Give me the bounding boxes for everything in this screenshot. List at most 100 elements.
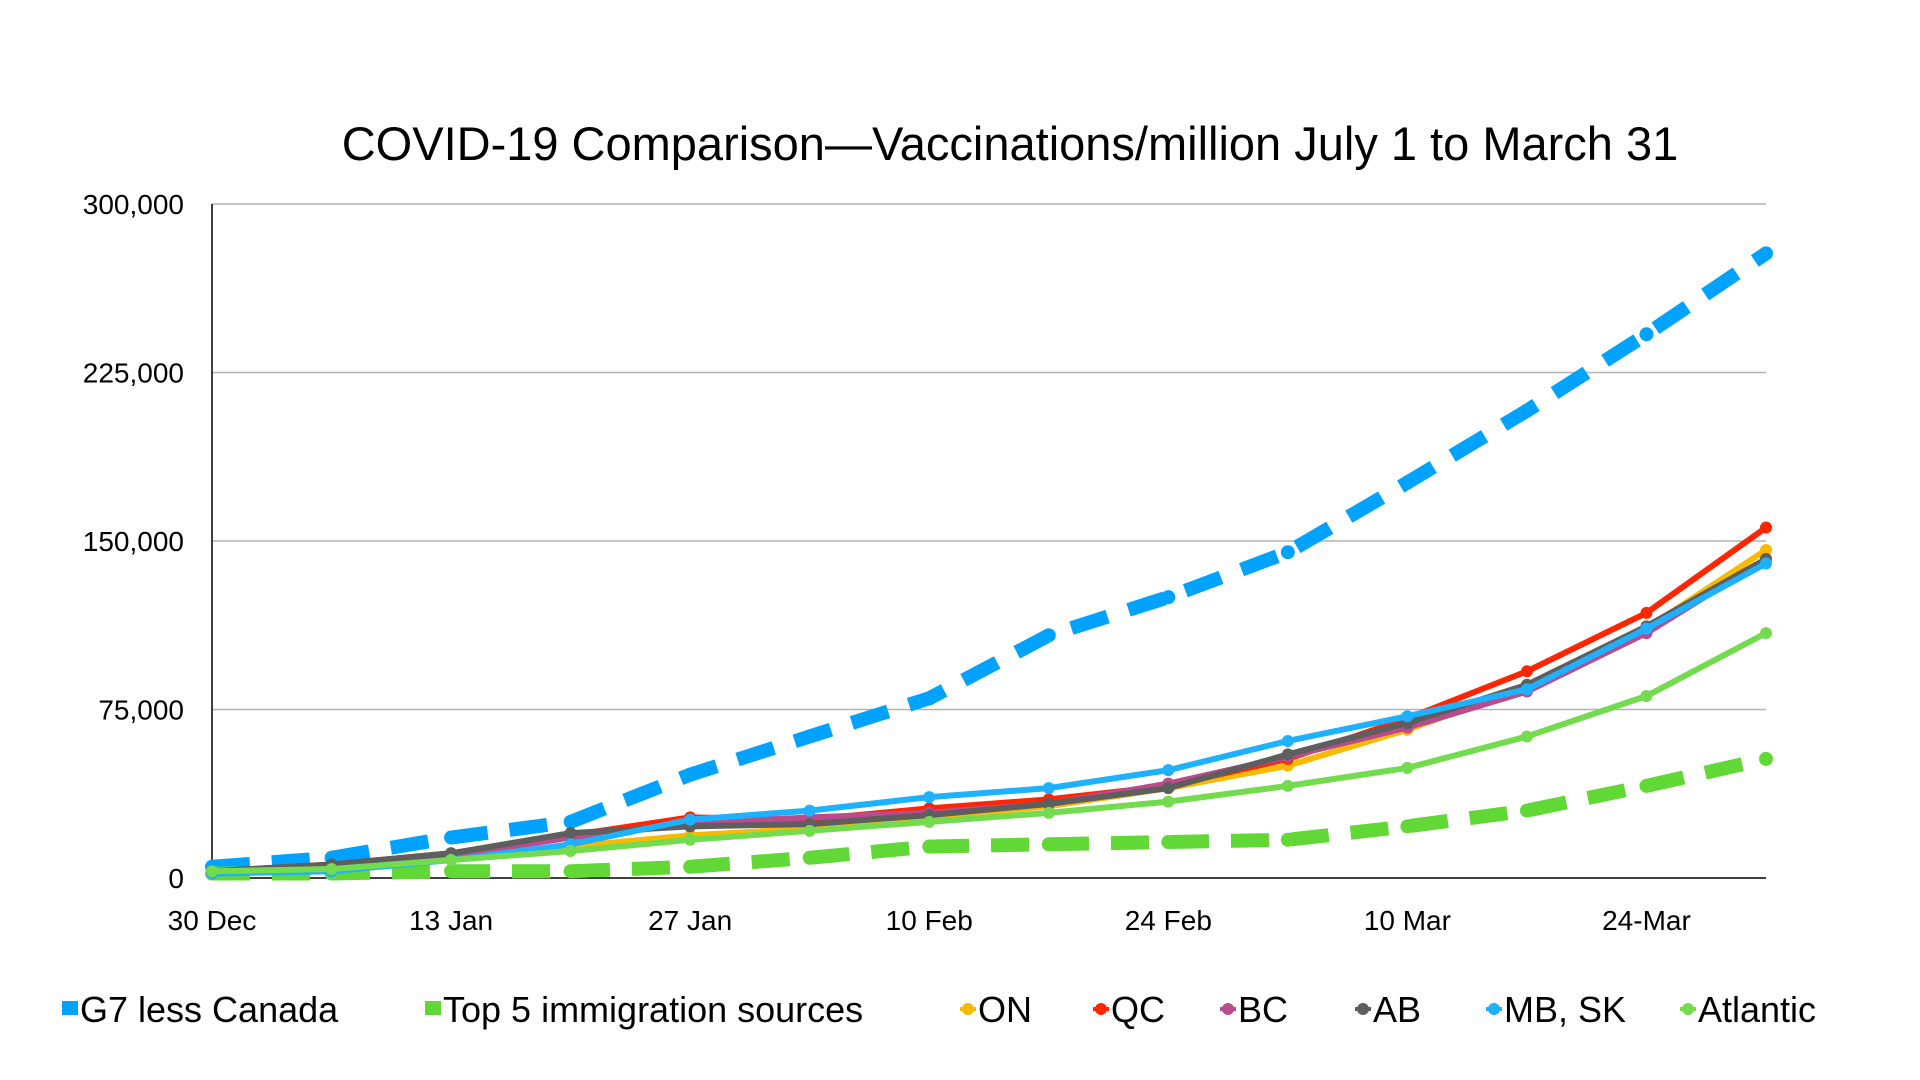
- data-point: [684, 833, 697, 846]
- gridlines: [212, 203, 1766, 711]
- data-point: [923, 815, 936, 828]
- legend-label: QC: [1111, 989, 1165, 1030]
- legend-item: Top 5 immigration sources: [425, 989, 863, 1030]
- x-tick-label: 13 Jan: [409, 905, 493, 936]
- data-point: [1041, 837, 1056, 852]
- data-point: [206, 865, 218, 878]
- data-point: [1041, 628, 1056, 643]
- data-point: [1520, 730, 1533, 743]
- data-point: [1280, 545, 1295, 560]
- legend-marker: [962, 1003, 974, 1015]
- data-point: [683, 859, 698, 874]
- series-line: [212, 752, 1768, 881]
- data-point: [1162, 795, 1175, 808]
- data-point: [1281, 748, 1294, 761]
- data-point: [1162, 782, 1175, 795]
- legend-label: ON: [978, 989, 1032, 1030]
- legend-marker: [1357, 1003, 1369, 1015]
- legend-item: QC: [1093, 989, 1165, 1030]
- chart-title: COVID-19 Comparison—Vaccinations/million…: [342, 117, 1679, 170]
- data-point: [1640, 690, 1653, 703]
- legend-label: Atlantic: [1698, 989, 1816, 1030]
- data-point: [1519, 403, 1534, 418]
- y-tick-label: 150,000: [83, 526, 184, 557]
- data-point: [563, 864, 578, 879]
- y-tick-label: 225,000: [83, 358, 184, 389]
- data-point: [1640, 622, 1653, 635]
- y-tick-label: 0: [168, 863, 184, 894]
- legend-label: G7 less Canada: [80, 989, 339, 1030]
- y-tick-label: 300,000: [83, 189, 184, 220]
- data-point: [1760, 521, 1772, 534]
- legend-item: ON: [960, 989, 1032, 1030]
- series-lines: [205, 246, 1773, 881]
- legend-item: Atlantic: [1680, 989, 1816, 1030]
- data-point: [802, 850, 817, 865]
- series-line: [211, 547, 1768, 875]
- legend-item: MB, SK: [1486, 989, 1626, 1030]
- data-point: [1281, 779, 1294, 792]
- x-tick-label: 27 Jan: [648, 905, 732, 936]
- data-point: [1640, 606, 1653, 619]
- data-point: [683, 767, 698, 782]
- data-point: [803, 824, 816, 837]
- series-line: [211, 556, 1768, 875]
- series-line: [211, 556, 1768, 877]
- legend-label: Top 5 immigration sources: [443, 989, 863, 1030]
- data-point: [444, 864, 459, 879]
- data-point: [564, 827, 577, 840]
- data-point: [923, 791, 936, 804]
- legend-marker: [1095, 1003, 1107, 1015]
- data-point: [1161, 590, 1176, 605]
- series-qc: [206, 521, 1772, 878]
- data-point: [1042, 806, 1055, 819]
- x-tick-label: 30 Dec: [168, 905, 257, 936]
- legend-label: AB: [1373, 989, 1421, 1030]
- data-point: [1400, 475, 1415, 490]
- data-point: [1639, 327, 1654, 342]
- data-point: [1759, 246, 1773, 261]
- data-point: [684, 813, 697, 826]
- series-on: [206, 543, 1772, 878]
- x-tick-label: 24 Feb: [1125, 905, 1212, 936]
- data-point: [1280, 832, 1295, 847]
- data-point: [922, 691, 937, 706]
- data-point: [803, 804, 816, 817]
- legend-swatch: [425, 1001, 441, 1015]
- data-point: [1162, 764, 1175, 777]
- series-mb-sk: [206, 557, 1772, 880]
- series-atlantic: [206, 627, 1772, 878]
- data-point: [325, 863, 338, 876]
- series-line: [211, 630, 1768, 875]
- data-point: [1042, 797, 1055, 810]
- data-point: [1520, 683, 1533, 696]
- legend-marker: [1682, 1003, 1694, 1015]
- data-point: [564, 845, 577, 858]
- data-point: [922, 839, 937, 854]
- legend-item: BC: [1220, 989, 1288, 1030]
- x-tick-label: 24-Mar: [1602, 905, 1691, 936]
- data-point: [1760, 543, 1772, 556]
- series-g7-less-canada: [205, 246, 1773, 874]
- data-point: [1281, 734, 1294, 747]
- legend-item: AB: [1355, 989, 1421, 1030]
- data-point: [1760, 557, 1772, 570]
- axes: 0 75,000 150,000 225,000 300,000 30 Dec 13 Jan…: [83, 189, 1766, 936]
- data-point: [1161, 835, 1176, 850]
- legend: G7 less Canada Top 5 immigration sources O…: [62, 989, 1816, 1030]
- data-point: [1401, 761, 1414, 774]
- data-point: [1639, 778, 1654, 793]
- series-bc: [206, 552, 1772, 880]
- data-point: [1760, 627, 1772, 640]
- series-ab: [206, 552, 1772, 878]
- data-point: [1400, 819, 1415, 834]
- data-point: [1759, 751, 1773, 766]
- series-line: [211, 247, 1770, 874]
- data-point: [1042, 782, 1055, 795]
- legend-marker: [1488, 1003, 1500, 1015]
- data-point: [802, 729, 817, 744]
- data-point: [1520, 665, 1533, 678]
- legend-swatch: [62, 1001, 78, 1015]
- legend-label: BC: [1238, 989, 1288, 1030]
